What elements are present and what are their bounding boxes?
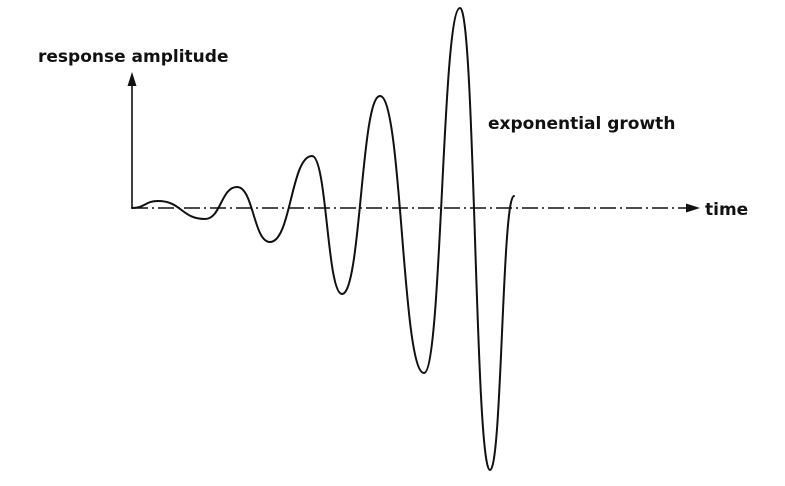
y-axis-label: response amplitude [38, 47, 229, 67]
y-axis-arrowhead [127, 72, 137, 86]
exponential-growth-annotation: exponential growth [488, 114, 675, 134]
x-axis-label: time [705, 200, 748, 220]
x-axis-arrowhead [686, 203, 700, 213]
response-curve [131, 7, 515, 471]
